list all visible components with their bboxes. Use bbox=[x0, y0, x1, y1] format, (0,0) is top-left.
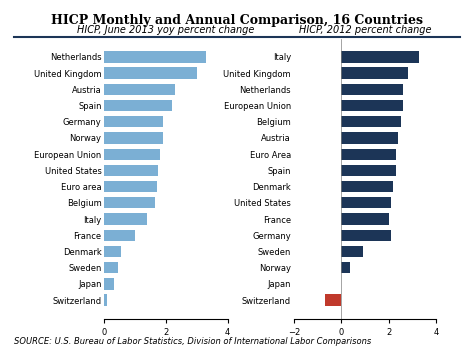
Text: SOURCE: U.S. Bureau of Labor Statistics, Division of International Labor Compari: SOURCE: U.S. Bureau of Labor Statistics,… bbox=[14, 337, 372, 346]
Bar bbox=[104, 214, 147, 225]
Bar bbox=[104, 148, 160, 160]
Bar bbox=[104, 84, 175, 95]
Bar bbox=[104, 278, 113, 289]
Bar bbox=[104, 68, 197, 79]
Bar bbox=[104, 294, 107, 306]
Bar bbox=[341, 68, 408, 79]
Bar bbox=[341, 230, 391, 241]
Bar bbox=[341, 132, 398, 144]
Bar bbox=[104, 197, 155, 209]
Bar bbox=[341, 165, 396, 176]
Bar bbox=[341, 262, 349, 273]
Bar bbox=[104, 116, 163, 127]
Text: HICP Monthly and Annual Comparison, 16 Countries: HICP Monthly and Annual Comparison, 16 C… bbox=[51, 14, 423, 27]
Bar bbox=[104, 262, 118, 273]
Bar bbox=[341, 181, 393, 192]
Bar bbox=[104, 51, 206, 63]
Bar bbox=[341, 100, 403, 111]
Bar bbox=[341, 84, 403, 95]
Title: HICP, June 2013 yoy percent change: HICP, June 2013 yoy percent change bbox=[77, 25, 255, 35]
Bar bbox=[104, 100, 172, 111]
Bar bbox=[104, 165, 158, 176]
Bar bbox=[104, 181, 156, 192]
Bar bbox=[341, 246, 363, 257]
Title: HICP, 2012 percent change: HICP, 2012 percent change bbox=[299, 25, 431, 35]
Bar bbox=[341, 148, 396, 160]
Bar bbox=[341, 116, 401, 127]
Bar bbox=[341, 197, 391, 209]
Bar bbox=[104, 132, 163, 144]
Bar bbox=[341, 51, 419, 63]
Bar bbox=[341, 214, 389, 225]
Bar bbox=[104, 246, 121, 257]
Bar bbox=[325, 294, 341, 306]
Bar bbox=[104, 230, 135, 241]
